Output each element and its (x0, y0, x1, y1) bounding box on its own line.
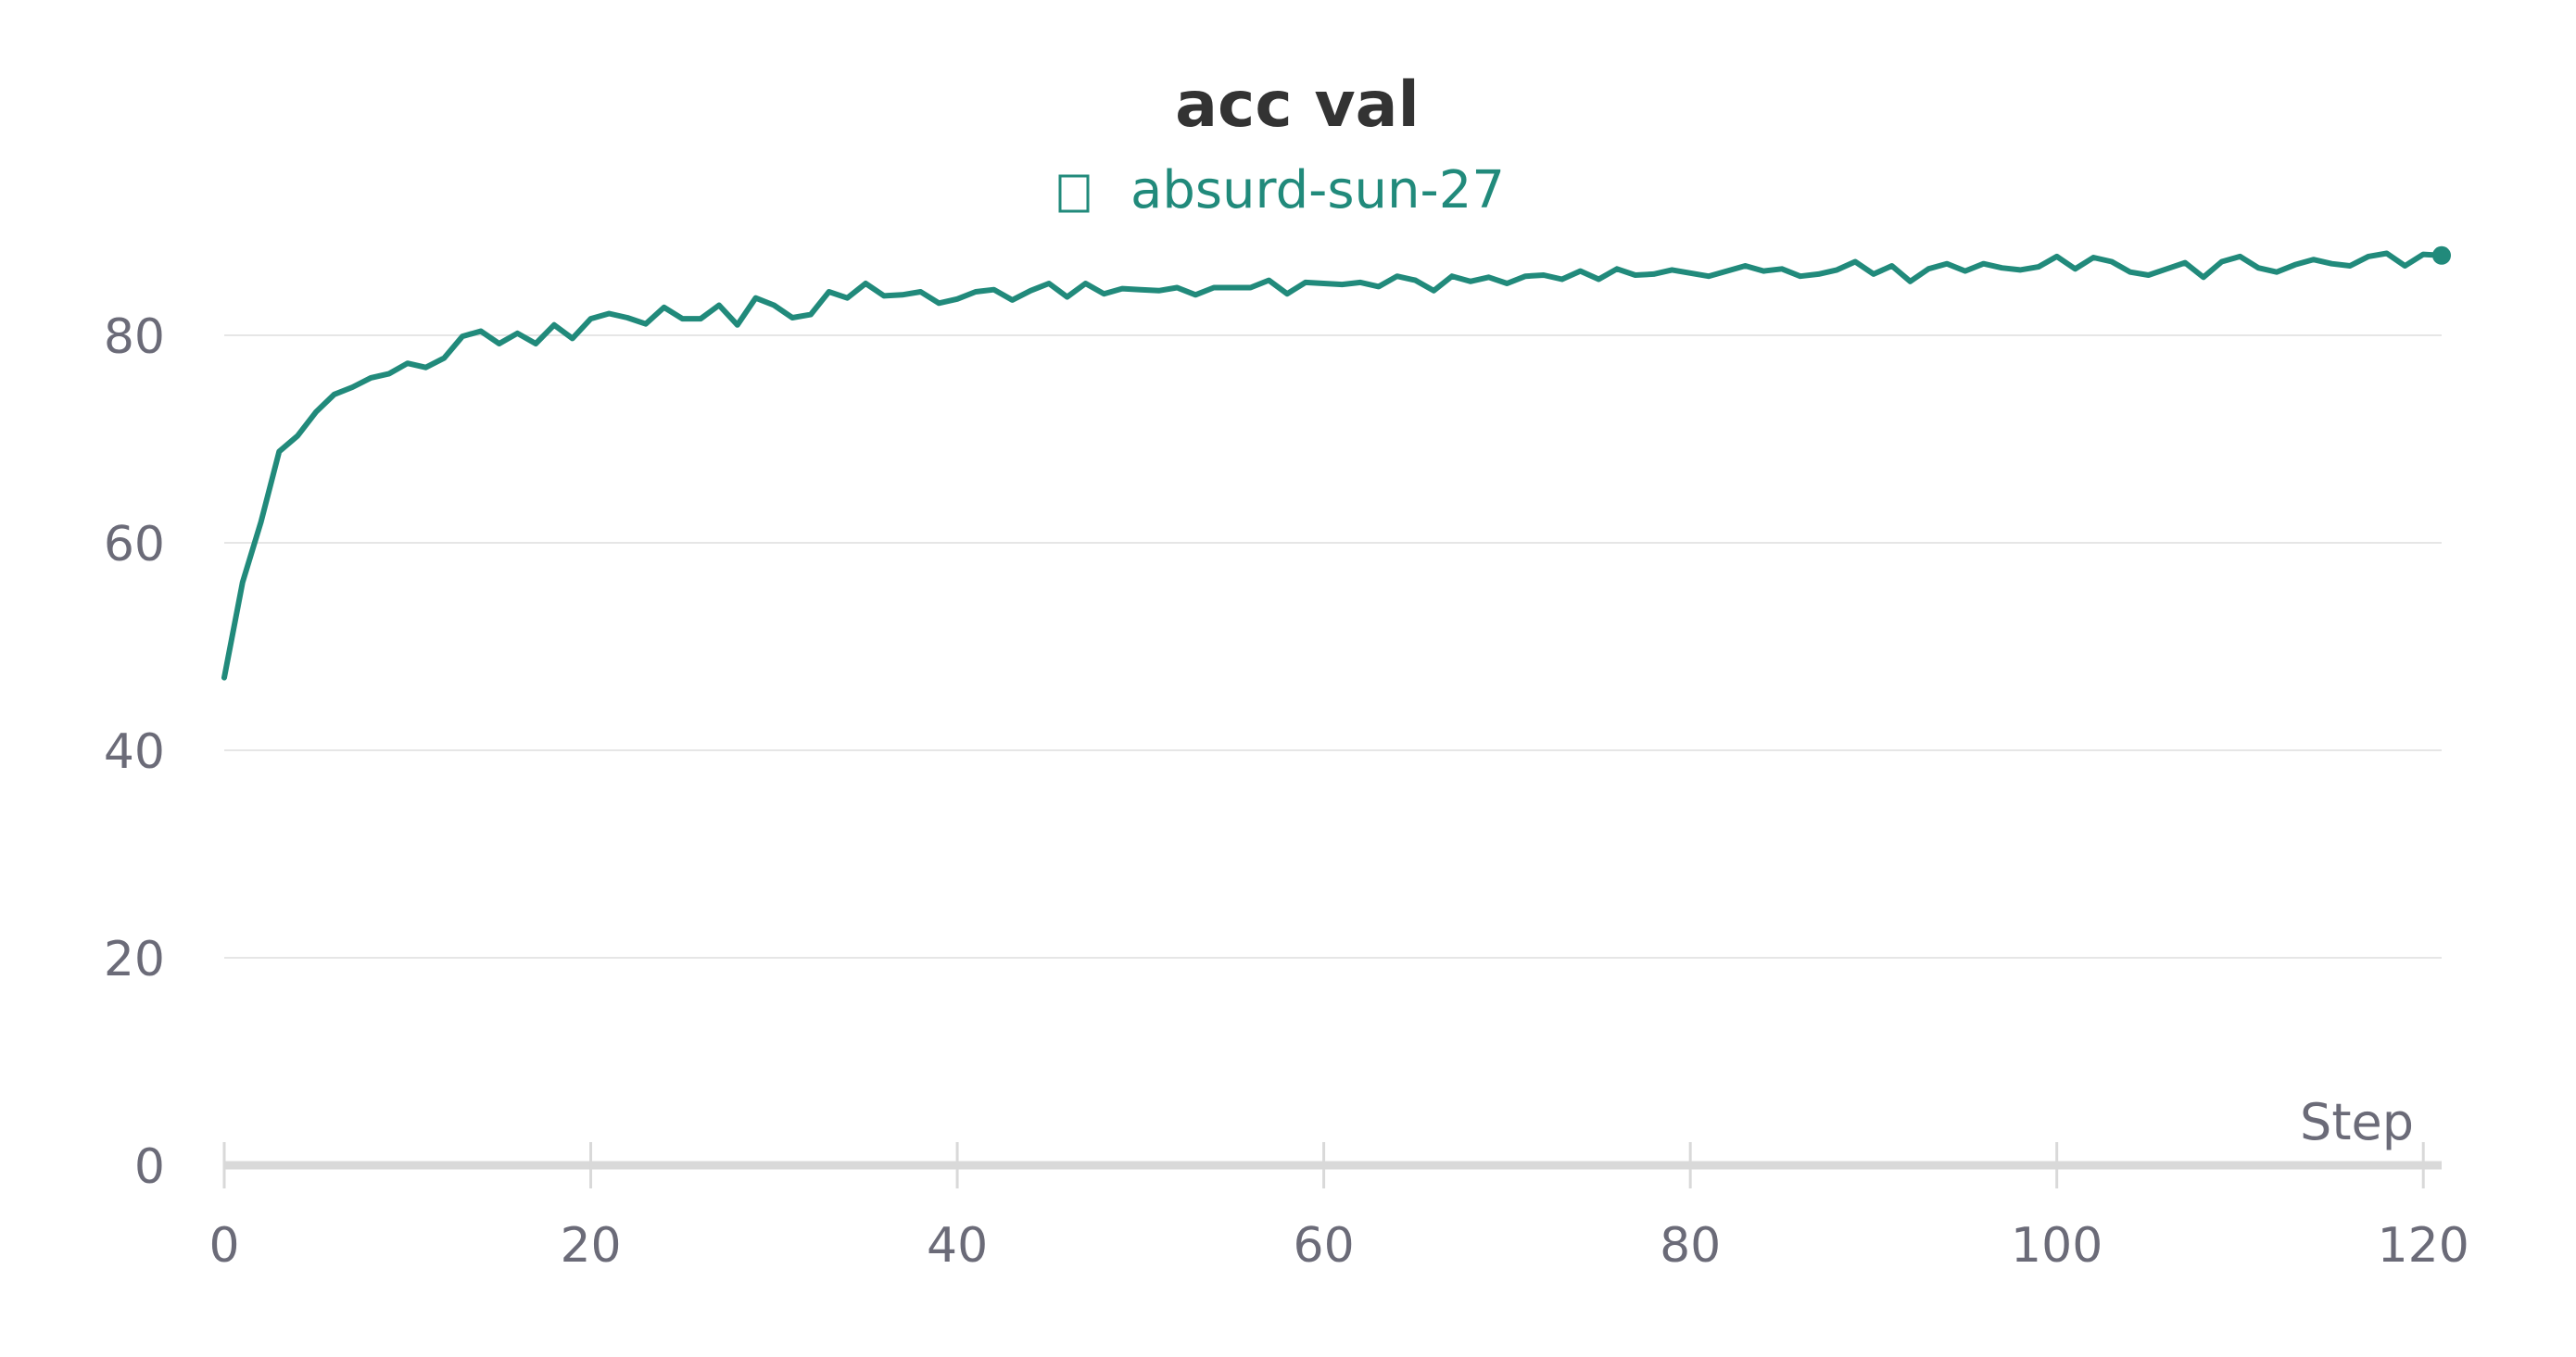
x-tick-label-120: 120 (2378, 1218, 2469, 1274)
y-tick-label-0: 0 (134, 1139, 165, 1195)
x-axis: 0 20 40 60 80 100 120 (208, 1142, 2469, 1274)
chart-title: acc val (1175, 69, 1420, 142)
legend-label[interactable]: absurd-sun-27 (1130, 160, 1505, 220)
x-tick-label-0: 0 (208, 1218, 239, 1274)
y-tick-label-40: 40 (104, 724, 165, 780)
series-layer (221, 245, 2451, 681)
legend-marker-icon (1058, 174, 1090, 213)
x-tick-label-60: 60 (1294, 1218, 1355, 1274)
series-line-0[interactable] (221, 250, 2444, 681)
y-tick-label-80: 80 (104, 309, 165, 365)
x-axis-label: Step (2300, 1093, 2414, 1151)
x-tick-label-40: 40 (927, 1218, 988, 1274)
grid-lines: 0 20 40 60 80 (104, 309, 2442, 1195)
legend[interactable]: absurd-sun-27 (1058, 160, 1505, 220)
x-tick-label-20: 20 (560, 1218, 621, 1274)
x-tick-label-80: 80 (1660, 1218, 1721, 1274)
y-tick-label-20: 20 (104, 932, 165, 987)
series-last-point-0[interactable] (2432, 245, 2451, 265)
y-tick-label-60: 60 (104, 517, 165, 572)
x-tick-label-100: 100 (2011, 1218, 2102, 1274)
